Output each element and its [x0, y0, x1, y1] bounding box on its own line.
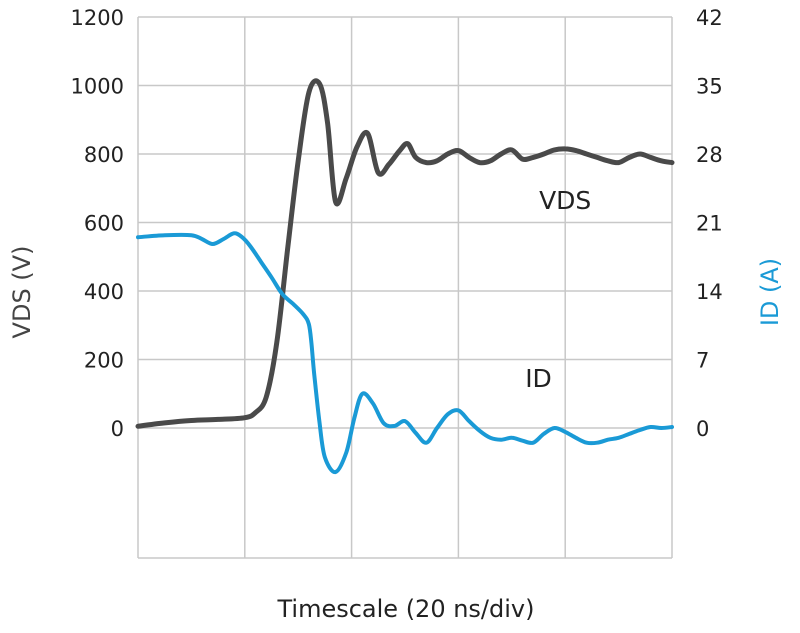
series-line-id [136, 231, 674, 475]
right-tick-label: 35 [696, 75, 723, 99]
left-tick-label: 1200 [71, 6, 124, 30]
left-tick-label: 0 [111, 417, 124, 441]
y-axis-right-title: ID (A) [756, 258, 784, 326]
right-tick-label: 7 [696, 349, 709, 373]
right-tick-label: 14 [696, 280, 723, 304]
right-tick-label: 0 [696, 417, 709, 441]
series-line-vds [135, 78, 675, 429]
x-axis-title: Timescale (20 ns/div) [276, 595, 534, 623]
annotation-id: ID [525, 364, 552, 393]
left-tick-label: 800 [84, 143, 124, 167]
right-axis-ticks: 42 35 28 21 14 7 0 [696, 6, 723, 441]
left-tick-label: 600 [84, 212, 124, 236]
left-axis-ticks: 1200 1000 800 600 400 200 0 [71, 6, 124, 441]
y-axis-left-title: VDS (V) [8, 246, 36, 339]
left-tick-label: 400 [84, 280, 124, 304]
left-tick-label: 200 [84, 349, 124, 373]
chart-grid [137, 16, 673, 559]
right-tick-label: 21 [696, 212, 723, 236]
annotation-vds: VDS [539, 186, 591, 215]
right-tick-label: 42 [696, 6, 723, 30]
right-tick-label: 28 [696, 143, 723, 167]
left-tick-label: 1000 [71, 75, 124, 99]
